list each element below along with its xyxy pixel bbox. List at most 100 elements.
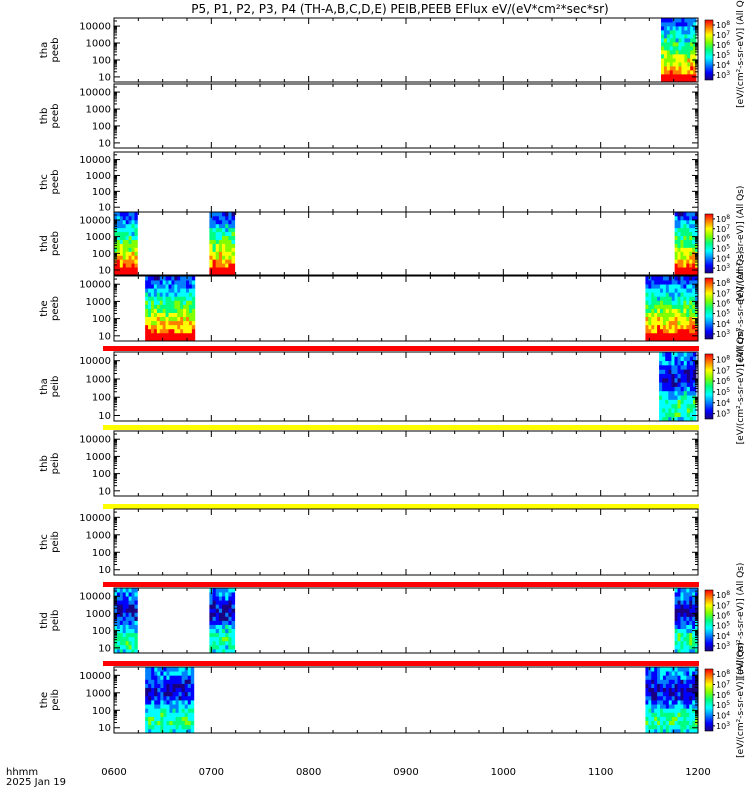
spectrogram-cell	[680, 596, 684, 601]
spectrogram-cell	[677, 616, 681, 621]
y-tick-label: 10000	[79, 356, 111, 367]
spectrogram-cell	[672, 46, 677, 51]
spectrogram-cell	[677, 679, 681, 684]
spectrogram-cell	[157, 724, 161, 730]
spectrogram-cell	[231, 640, 236, 646]
panel-instrument-label: peeb	[50, 104, 61, 129]
spectrogram-cell	[666, 42, 671, 47]
spectrogram-cell	[128, 600, 132, 605]
spectrogram-cell	[654, 312, 658, 318]
spectrogram-cell	[171, 284, 175, 289]
spectrogram-cell	[660, 687, 664, 693]
spectrogram-cell	[222, 227, 226, 233]
spectrogram-cell	[154, 700, 158, 705]
spectrogram-cell	[674, 219, 678, 225]
spectrogram-cell	[684, 78, 688, 83]
spectrogram-cell	[222, 231, 226, 237]
spectrogram-block	[114, 588, 138, 654]
spectrogram-cell	[683, 288, 687, 293]
spectrogram-cell	[153, 296, 158, 301]
spectrogram-cell	[663, 26, 668, 31]
spectrogram-cell	[116, 247, 121, 252]
spectrogram-cell	[116, 255, 121, 260]
spectrogram-cell	[131, 227, 135, 233]
spectrogram-cell	[686, 588, 690, 593]
spectrogram-cell	[692, 373, 697, 379]
spectrogram-cell	[686, 243, 690, 248]
spectrogram-cell	[116, 648, 121, 654]
y-tick-label: 100	[92, 249, 111, 260]
spectrogram-cell	[191, 332, 196, 338]
spectrogram-cell	[166, 695, 170, 701]
spectrogram-cell	[128, 215, 132, 221]
spectrogram-cell	[116, 608, 121, 613]
spectrogram-cell	[662, 724, 667, 730]
spectrogram-cell	[662, 708, 667, 713]
spectrogram-cell	[218, 255, 223, 260]
spectrogram-cell	[222, 624, 226, 630]
spectrogram-cell	[680, 263, 684, 268]
colorbar-tick-label: 105	[716, 387, 730, 397]
spectrogram-cell	[181, 687, 186, 693]
spectrogram-cell	[672, 70, 677, 75]
spectrogram-cell	[689, 620, 693, 625]
spectrogram-cell	[125, 620, 129, 625]
spectrogram-cell	[680, 352, 685, 357]
spectrogram-cell	[215, 596, 220, 601]
spectrogram-cell	[231, 271, 236, 276]
panel-frame	[113, 587, 699, 654]
spectrogram-cell	[131, 632, 135, 638]
spectrogram-cell	[689, 588, 693, 593]
spectrogram-cell	[116, 239, 121, 244]
spectrogram-cell	[157, 712, 161, 717]
spectrogram-cell	[181, 691, 186, 697]
spectrogram-cell	[662, 667, 667, 672]
spectrogram-cell	[148, 296, 152, 301]
spectrogram-cell	[690, 66, 694, 71]
spectrogram-cell	[645, 332, 649, 338]
spectrogram-cell	[160, 671, 164, 676]
spectrogram-cell	[215, 620, 220, 625]
spectrogram-cell	[212, 588, 217, 593]
spectrogram-cell	[657, 336, 661, 342]
spectrogram-cell	[654, 724, 658, 730]
spectrogram-cell	[183, 336, 187, 342]
spectrogram-cell	[162, 316, 166, 322]
spectrogram-cell	[180, 336, 184, 342]
spectrogram-cell	[681, 62, 685, 67]
spectrogram-cell	[692, 390, 697, 396]
spectrogram-cell	[695, 644, 699, 650]
colorbar-tick-label: 108	[716, 278, 730, 288]
spectrogram-cell	[662, 328, 667, 334]
spectrogram-cell	[151, 700, 155, 705]
spectrogram-cell	[677, 608, 681, 613]
spectrogram-cell	[114, 247, 118, 252]
spectrogram-cell	[674, 320, 678, 326]
spectrogram-cell	[231, 239, 236, 244]
spectrogram-cell	[648, 288, 652, 293]
spectrogram-cell	[692, 687, 696, 693]
spectrogram-cell	[645, 292, 649, 297]
spectrogram-cell	[651, 336, 655, 342]
spectrogram-cell	[150, 296, 155, 301]
spectrogram-cell	[178, 712, 183, 717]
spectrogram-cell	[692, 292, 696, 297]
spectrogram-cell	[212, 219, 217, 225]
spectrogram-cell	[119, 243, 124, 248]
spectrogram-cell	[148, 312, 152, 318]
spectrogram-cell	[686, 284, 690, 289]
spectrogram-cell	[174, 288, 178, 293]
spectrogram-cell	[651, 671, 655, 676]
spectrogram-cell	[222, 271, 226, 276]
spectrogram-cell	[218, 243, 223, 248]
spectrogram-cell	[134, 592, 138, 597]
spectrogram-cell	[114, 212, 118, 217]
spectrogram-cell	[680, 644, 684, 650]
spectrogram-cell	[665, 382, 669, 387]
spectrogram-cell	[671, 369, 675, 374]
spectrogram-cell	[668, 675, 673, 680]
spectrogram-cell	[666, 46, 671, 51]
spectrogram-cell	[662, 320, 667, 326]
spectrogram-cell	[212, 632, 217, 638]
spectrogram-cell	[671, 360, 675, 366]
